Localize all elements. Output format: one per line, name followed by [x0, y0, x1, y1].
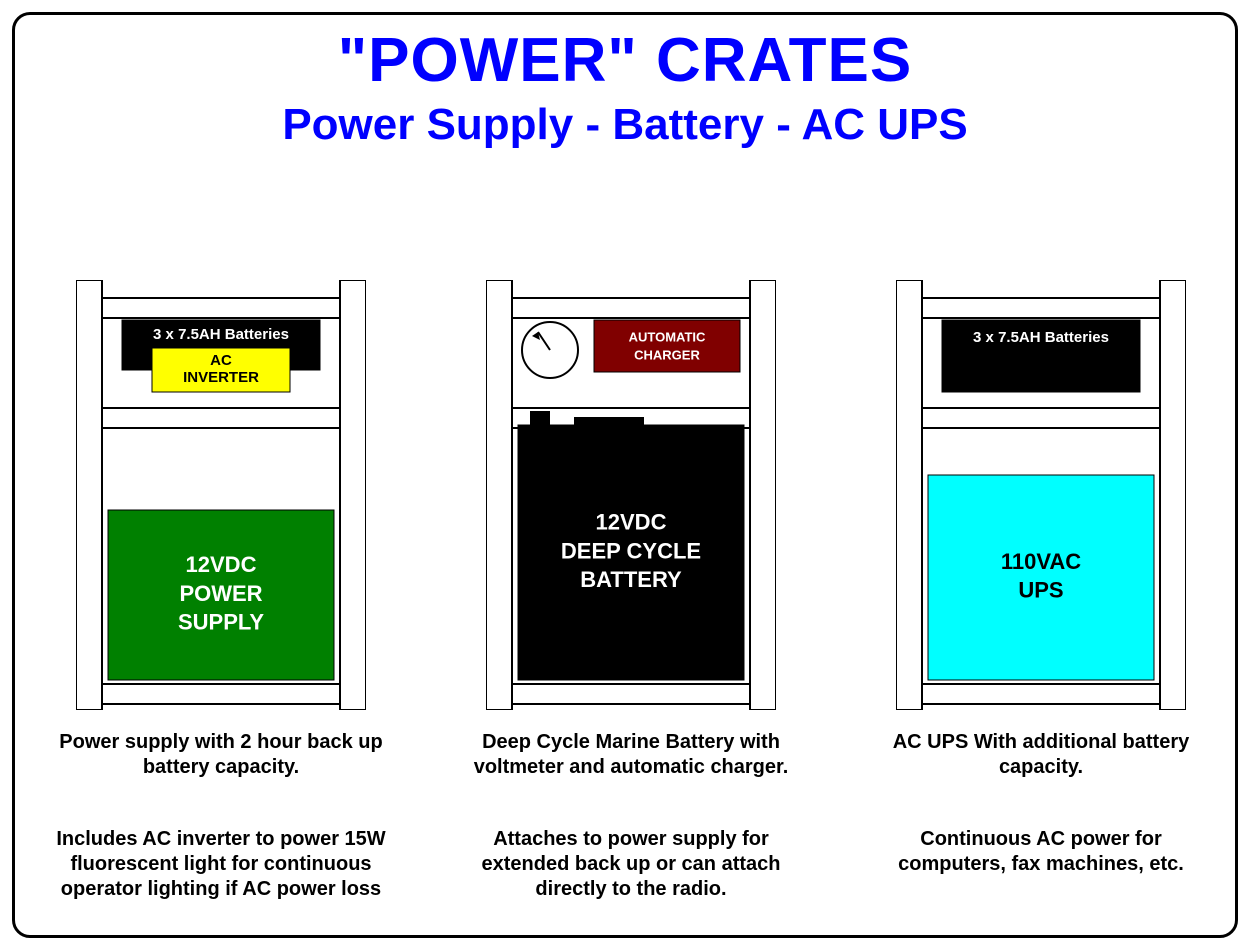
svg-text:12VDC: 12VDC: [596, 510, 667, 535]
battery-label: 3 x 7.5AH Batteries: [153, 326, 289, 343]
caption1-power-supply: Power supply with 2 hour back up battery…: [51, 730, 391, 780]
svg-text:110VAC: 110VAC: [1001, 549, 1081, 574]
svg-text:AUTOMATIC: AUTOMATIC: [629, 329, 706, 344]
crates-row: 3 x 7.5AH Batteries ACINVERTER 12VDC POWER S…: [15, 280, 1235, 710]
caption1-ac-ups: AC UPS With additional battery capacity.: [871, 730, 1211, 780]
main-frame: "POWER" CRATES Power Supply - Battery - …: [12, 12, 1238, 938]
svg-text:SUPPLY: SUPPLY: [178, 609, 264, 634]
page-subtitle: Power Supply - Battery - AC UPS: [15, 100, 1235, 150]
caption2-deep-cycle: Attaches to power supply for extended ba…: [461, 827, 801, 902]
svg-text:DEEP CYCLE: DEEP CYCLE: [561, 538, 701, 563]
caption1-deep-cycle: Deep Cycle Marine Battery with voltmeter…: [461, 730, 801, 780]
crate-deep-cycle: AUTOMATIC CHARGER 12VDC DEEP CYCLE BATTERY: [486, 280, 776, 710]
crate-power-supply: 3 x 7.5AH Batteries ACINVERTER 12VDC POWER S…: [76, 280, 366, 710]
crate-wrap-ac-ups: 3 x 7.5AH Batteries 110VAC UPS: [891, 280, 1191, 710]
svg-text:12VDC: 12VDC: [186, 552, 257, 577]
page: "POWER" CRATES Power Supply - Battery - …: [0, 0, 1250, 950]
battery-label: 3 x 7.5AH Batteries: [973, 329, 1109, 346]
svg-text:INVERTER: INVERTER: [183, 369, 259, 386]
svg-text:UPS: UPS: [1018, 578, 1063, 603]
caption2-power-supply: Includes AC inverter to power 15W fluore…: [51, 827, 391, 902]
svg-text:AC: AC: [210, 352, 232, 369]
svg-text:BATTERY: BATTERY: [580, 567, 682, 592]
crate-wrap-power-supply: 3 x 7.5AH Batteries ACINVERTER 12VDC POWER S…: [71, 280, 371, 710]
page-title: "POWER" CRATES: [15, 25, 1235, 96]
svg-text:CHARGER: CHARGER: [634, 347, 700, 362]
crate-wrap-deep-cycle: AUTOMATIC CHARGER 12VDC DEEP CYCLE BATTERY: [481, 280, 781, 710]
svg-text:POWER: POWER: [179, 581, 262, 606]
caption2-ac-ups: Continuous AC power for computers, fax m…: [871, 827, 1211, 877]
crate-ac-ups: 3 x 7.5AH Batteries 110VAC UPS: [896, 280, 1186, 710]
